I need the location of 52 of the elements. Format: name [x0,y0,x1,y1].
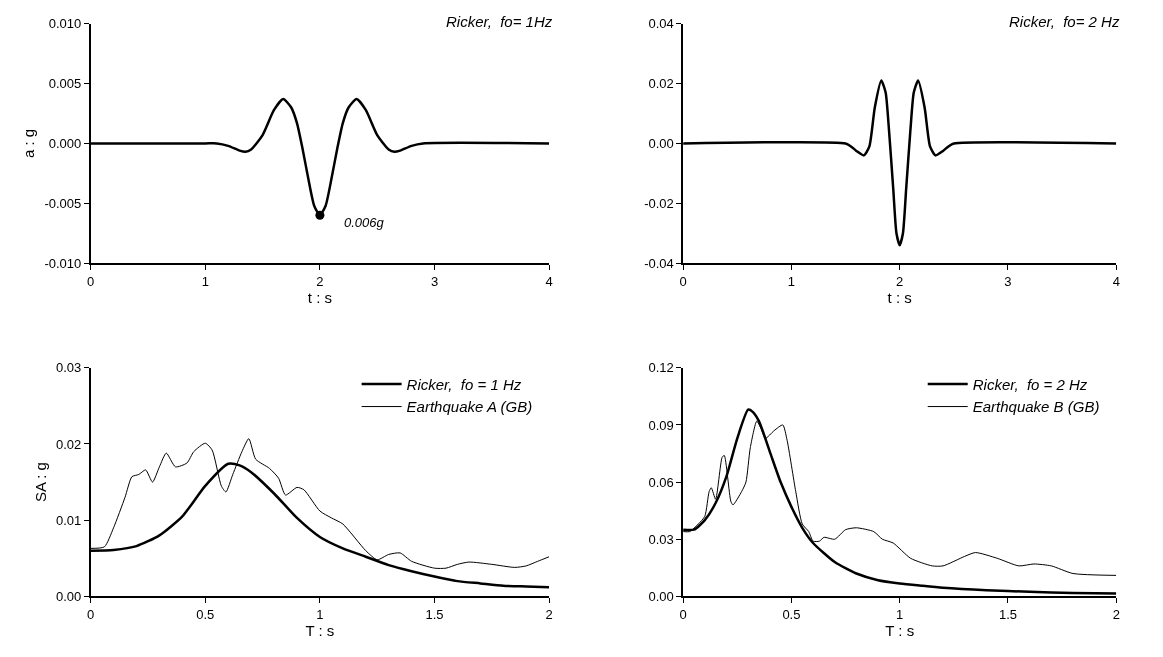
y-axis-title: a : g [20,128,38,159]
x-tick-label: 2 [1112,606,1120,622]
x-tick-label: 1 [201,273,209,289]
x-tick-label: 0 [87,273,95,289]
annotation: Ricker, fo= 2 Hz [1009,13,1120,30]
y-tick-label: 0.010 [48,16,82,32]
x-tick-label: 0 [679,606,687,622]
annotation: Ricker, fo= 1Hz [446,13,553,30]
y-tick-label: 0.01 [55,512,82,528]
y-tick-label: 0.00 [648,588,674,604]
legend-label: Earthquake B (GB) [972,398,1100,416]
y-axis-title: SA : g [31,462,49,503]
y-tick-label: 0.06 [648,474,674,490]
x-axis-title: t : s [887,288,912,306]
y-tick-label: 0.005 [48,76,82,92]
x-axis-title: T : s [885,621,915,639]
y-tick-label: -0.005 [44,195,82,211]
x-tick-label: 1 [787,273,796,289]
x-tick-label: 1 [896,606,904,622]
legend-label: Ricker, fo = 2 Hz [972,375,1088,393]
y-tick-label: -0.010 [44,255,82,271]
x-axis-title: T : s [305,621,335,639]
x-tick-label: 4 [1112,273,1120,289]
y-tick-label: -0.04 [644,255,674,271]
x-tick-label: 2 [316,273,324,289]
y-tick-label: 0.00 [648,135,674,151]
y-tick-label: -0.02 [644,195,674,211]
y-tick-label: 0.03 [648,531,674,547]
x-tick-label: 3 [1004,273,1012,289]
x-tick-label: 1 [316,606,324,622]
y-tick-label: 0.04 [648,16,674,32]
x-tick-label: 2 [545,606,553,622]
legend-label: Earthquake A (GB) [406,398,533,416]
legend-label: Ricker, fo = 1 Hz [406,375,522,393]
x-axis-title: t : s [307,288,332,306]
y-tick-label: 0.02 [55,436,82,452]
x-tick-label: 1.5 [425,606,444,622]
y-tick-label: 0.09 [648,417,674,433]
y-tick-label: 0.00 [55,588,82,604]
y-tick-label: 0.03 [55,360,82,376]
x-tick-label: 1.5 [998,606,1018,622]
x-tick-label: 4 [545,273,553,289]
y-tick-label: 0.02 [648,76,674,92]
x-tick-label: 0 [679,273,687,289]
x-tick-label: 3 [430,273,439,289]
x-tick-label: 0 [87,606,95,622]
y-tick-label: 0.12 [648,360,674,376]
x-tick-label: 0.5 [782,606,801,622]
x-tick-label: 2 [896,273,904,289]
x-tick-label: 0.5 [196,606,215,622]
y-tick-label: 0.000 [48,135,82,151]
annotation: 0.006g [344,215,385,230]
